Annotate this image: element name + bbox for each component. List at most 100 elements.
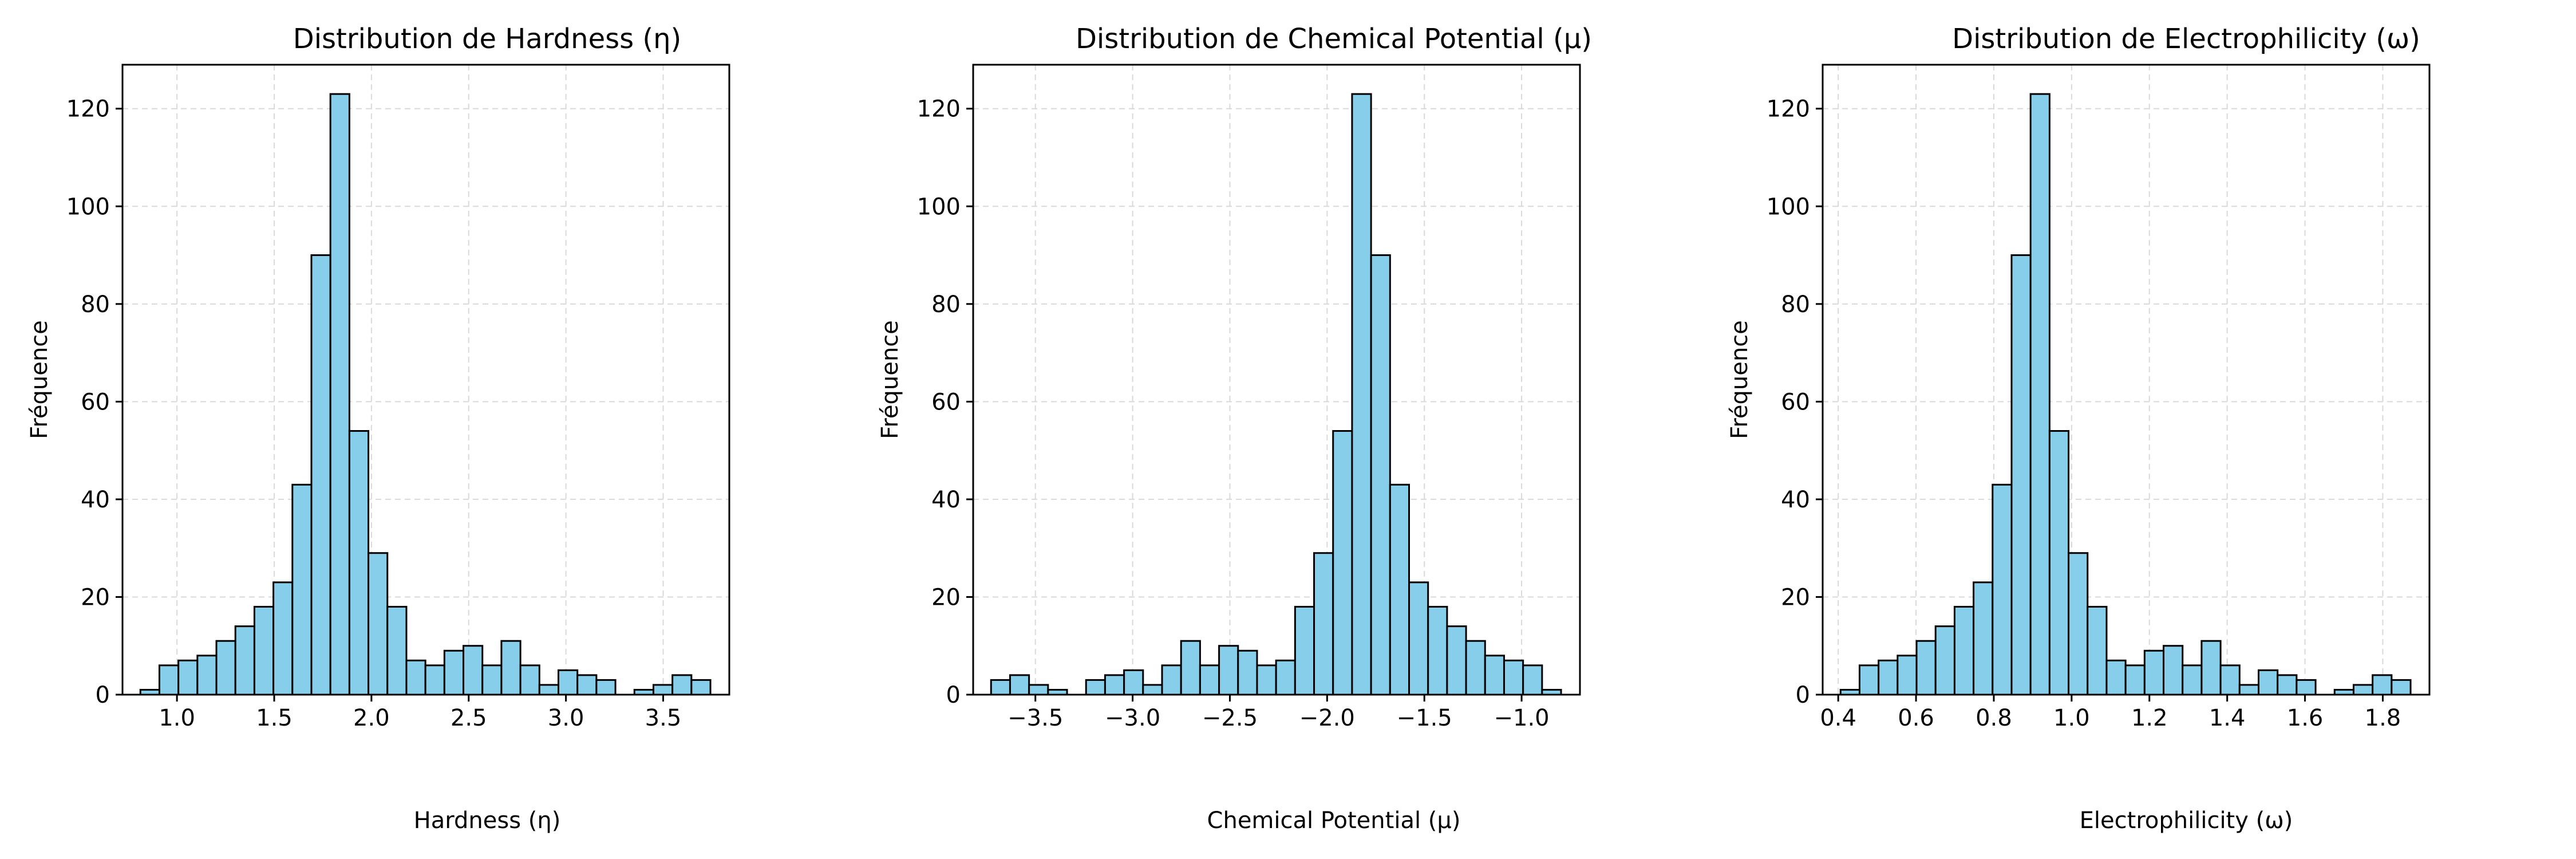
y-axis-label-electrophilicity: Fréquence bbox=[1726, 320, 1753, 439]
histogram-bar bbox=[1275, 659, 1296, 696]
histogram-bar bbox=[1878, 659, 1899, 696]
histogram-bar bbox=[1313, 552, 1334, 696]
x-tick-label: 1.6 bbox=[2287, 705, 2324, 731]
x-tick-label: 1.0 bbox=[2053, 705, 2090, 731]
x-tick-label: 1.0 bbox=[159, 705, 195, 731]
x-axis-label-hardness: Hardness (η) bbox=[414, 807, 561, 834]
histogram-bar bbox=[2124, 664, 2146, 696]
histogram-bar bbox=[1915, 640, 1937, 696]
chart-panel-hardness: Distribution de Hardness (η) Hardness (η… bbox=[26, 23, 730, 834]
x-tick-label: −1.0 bbox=[1494, 705, 1550, 731]
histogram-bar bbox=[405, 659, 426, 696]
histogram-bar bbox=[272, 581, 294, 696]
histogram-bar bbox=[1085, 679, 1106, 696]
histogram-bar bbox=[1104, 674, 1125, 696]
histogram-bar bbox=[2182, 664, 2203, 696]
histogram-bar bbox=[2238, 684, 2260, 696]
histogram-bar bbox=[1256, 664, 1277, 696]
histogram-bar bbox=[1973, 581, 1994, 696]
histogram-bar bbox=[558, 669, 579, 696]
histogram-bar bbox=[424, 664, 445, 696]
y-tick-label: 0 bbox=[946, 682, 961, 708]
histogram-bar bbox=[196, 655, 218, 696]
x-axis-label-electrophilicity: Electrophilicity (ω) bbox=[2080, 807, 2293, 834]
histogram-bar bbox=[2296, 679, 2317, 696]
histogram-bar bbox=[576, 674, 598, 696]
histogram-bar bbox=[253, 606, 275, 696]
histogram-bar bbox=[1180, 640, 1201, 696]
histogram-bar bbox=[329, 93, 350, 696]
histogram-bar bbox=[1897, 655, 1918, 696]
y-tick-label: 80 bbox=[1781, 291, 1810, 318]
histogram-bar bbox=[463, 645, 484, 696]
histogram-bar bbox=[348, 430, 370, 696]
x-axis-label-chemical-potential: Chemical Potential (μ) bbox=[1207, 807, 1461, 834]
x-tick-label: −2.0 bbox=[1299, 705, 1355, 731]
y-axis-label-chemical-potential: Fréquence bbox=[877, 320, 903, 439]
histogram-bar bbox=[2068, 552, 2089, 696]
y-tick-label: 120 bbox=[917, 96, 961, 123]
histogram-bar bbox=[2372, 674, 2393, 696]
histogram-bar bbox=[1218, 645, 1239, 696]
y-tick-label: 100 bbox=[1767, 194, 1810, 220]
y-axis-label-hardness: Fréquence bbox=[26, 320, 53, 439]
x-tick-label: 2.0 bbox=[353, 705, 390, 731]
histogram-bar bbox=[1992, 483, 2013, 696]
x-tick-label: −1.5 bbox=[1397, 705, 1452, 731]
histogram-bar bbox=[481, 664, 503, 696]
histogram-bar bbox=[310, 254, 331, 696]
histogram-bar bbox=[1351, 93, 1372, 696]
histogram-bar bbox=[2200, 640, 2222, 696]
histogram-bar bbox=[2258, 669, 2279, 696]
y-tick-label: 0 bbox=[1796, 682, 1810, 708]
histogram-bar bbox=[990, 679, 1011, 696]
histogram-bar bbox=[234, 625, 255, 696]
histogram-bar bbox=[595, 679, 617, 696]
histogram-bar bbox=[2391, 679, 2412, 696]
y-tick-label: 40 bbox=[1781, 487, 1810, 513]
histogram-bar bbox=[1408, 581, 1429, 696]
x-tick-label: 3.5 bbox=[645, 705, 682, 731]
x-tick-label: 0.4 bbox=[1820, 705, 1856, 731]
y-tick-label: 80 bbox=[81, 291, 110, 318]
y-tick-label: 60 bbox=[81, 389, 110, 415]
y-tick-label: 0 bbox=[96, 682, 110, 708]
histogram-bar bbox=[1332, 430, 1353, 696]
histogram-bar bbox=[1370, 254, 1391, 696]
histogram-bar bbox=[1199, 664, 1220, 696]
x-tick-label: 1.2 bbox=[2131, 705, 2168, 731]
histogram-bar bbox=[1237, 649, 1258, 696]
chart-title-electrophilicity: Distribution de Electrophilicity (ω) bbox=[1952, 23, 2420, 55]
histogram-bar bbox=[1446, 625, 1467, 696]
histogram-bar bbox=[2163, 645, 2184, 696]
axes-frame bbox=[1822, 64, 2431, 696]
x-tick-label: 1.5 bbox=[256, 705, 293, 731]
histogram-bar bbox=[2219, 664, 2241, 696]
histogram-bar bbox=[443, 649, 465, 696]
y-tick-label: 120 bbox=[66, 96, 110, 123]
histogram-bar bbox=[2352, 684, 2374, 696]
x-tick-label: −3.5 bbox=[1008, 705, 1063, 731]
histogram-bar bbox=[386, 606, 408, 696]
x-tick-label: 0.8 bbox=[1976, 705, 2012, 731]
histogram-bar bbox=[2277, 674, 2298, 696]
y-tick-label: 40 bbox=[81, 487, 110, 513]
histogram-bar bbox=[1161, 664, 1182, 696]
histogram-bar bbox=[2143, 649, 2165, 696]
histogram-bar bbox=[1294, 606, 1315, 696]
chart-title-chemical-potential: Distribution de Chemical Potential (μ) bbox=[1076, 23, 1592, 55]
x-tick-label: −3.0 bbox=[1105, 705, 1160, 731]
histogram-bar bbox=[1484, 655, 1505, 696]
chart-panel-electrophilicity: Distribution de Electrophilicity (ω) Ele… bbox=[1726, 23, 2431, 834]
histogram-bar bbox=[1934, 625, 1955, 696]
x-tick-label: 0.6 bbox=[1898, 705, 1934, 731]
histogram-bar bbox=[1142, 684, 1163, 696]
x-tick-label: 2.5 bbox=[451, 705, 487, 731]
chart-panel-chemical-potential: Distribution de Chemical Potential (μ) C… bbox=[877, 23, 1592, 834]
histogram-bar bbox=[652, 684, 674, 696]
y-tick-label: 20 bbox=[1781, 584, 1810, 610]
histogram-bar bbox=[1465, 640, 1486, 696]
y-tick-label: 80 bbox=[931, 291, 961, 318]
histogram-bar bbox=[2105, 659, 2127, 696]
